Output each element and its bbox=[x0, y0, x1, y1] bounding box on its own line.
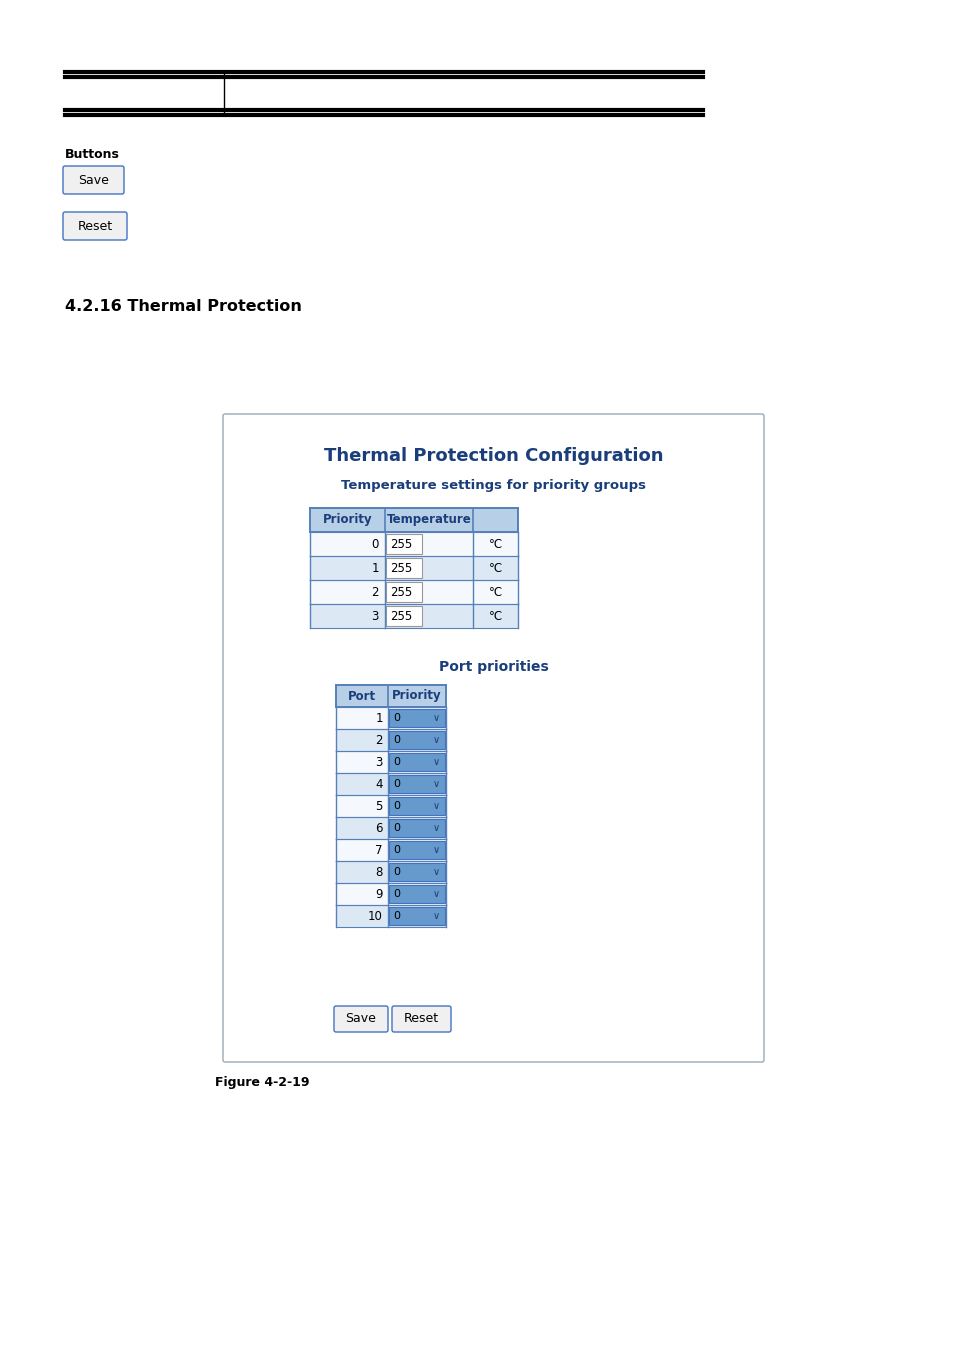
Text: 0: 0 bbox=[393, 824, 400, 833]
Text: °C: °C bbox=[488, 586, 502, 598]
Text: 0: 0 bbox=[393, 801, 400, 811]
Text: 0: 0 bbox=[393, 713, 400, 724]
Text: 2: 2 bbox=[371, 586, 378, 598]
Text: Priority: Priority bbox=[392, 690, 441, 702]
Text: ∨: ∨ bbox=[432, 801, 439, 811]
Text: Temperature settings for priority groups: Temperature settings for priority groups bbox=[340, 479, 645, 491]
FancyBboxPatch shape bbox=[63, 166, 124, 194]
Text: 0: 0 bbox=[393, 845, 400, 855]
FancyBboxPatch shape bbox=[223, 414, 763, 1062]
Text: Reset: Reset bbox=[77, 220, 112, 232]
Text: Thermal Protection Configuration: Thermal Protection Configuration bbox=[323, 447, 662, 464]
FancyBboxPatch shape bbox=[392, 1006, 451, 1031]
Text: 0: 0 bbox=[393, 779, 400, 788]
Text: 7: 7 bbox=[375, 844, 382, 856]
Bar bbox=[389, 863, 444, 882]
Text: 1: 1 bbox=[371, 562, 378, 575]
Text: 1: 1 bbox=[375, 711, 382, 725]
Text: Port: Port bbox=[348, 690, 375, 702]
Text: 9: 9 bbox=[375, 887, 382, 900]
Text: 255: 255 bbox=[390, 537, 412, 551]
Bar bbox=[335, 904, 446, 927]
Bar bbox=[389, 730, 444, 749]
Bar bbox=[310, 556, 517, 580]
Text: 5: 5 bbox=[375, 799, 382, 813]
Text: 6: 6 bbox=[375, 822, 382, 834]
Text: ∨: ∨ bbox=[432, 890, 439, 899]
Bar bbox=[389, 775, 444, 792]
Bar bbox=[310, 603, 517, 628]
FancyBboxPatch shape bbox=[334, 1006, 388, 1031]
Bar bbox=[389, 709, 444, 728]
Bar bbox=[386, 535, 421, 554]
Bar bbox=[310, 508, 517, 532]
Text: ∨: ∨ bbox=[432, 845, 439, 855]
Text: Reset: Reset bbox=[403, 1012, 438, 1026]
Text: 0: 0 bbox=[393, 734, 400, 745]
Bar bbox=[389, 796, 444, 815]
Text: 255: 255 bbox=[390, 586, 412, 598]
Text: 3: 3 bbox=[375, 756, 382, 768]
Text: 2: 2 bbox=[375, 733, 382, 747]
Text: °C: °C bbox=[488, 562, 502, 575]
Text: Buttons: Buttons bbox=[65, 148, 120, 161]
Text: 4.2.16 Thermal Protection: 4.2.16 Thermal Protection bbox=[65, 298, 301, 315]
Bar bbox=[310, 580, 517, 603]
Bar bbox=[335, 838, 446, 861]
Text: °C: °C bbox=[488, 537, 502, 551]
Bar bbox=[389, 841, 444, 859]
Text: °C: °C bbox=[488, 609, 502, 622]
Text: Port priorities: Port priorities bbox=[438, 660, 548, 674]
Text: 0: 0 bbox=[393, 867, 400, 878]
Text: 0: 0 bbox=[393, 911, 400, 921]
Text: Save: Save bbox=[345, 1012, 376, 1026]
Text: Priority: Priority bbox=[322, 513, 372, 526]
Bar bbox=[310, 532, 517, 556]
Text: ∨: ∨ bbox=[432, 779, 439, 788]
Text: 0: 0 bbox=[393, 890, 400, 899]
Bar bbox=[389, 753, 444, 771]
Bar bbox=[389, 819, 444, 837]
Bar bbox=[335, 774, 446, 795]
Bar bbox=[335, 684, 446, 707]
Text: ∨: ∨ bbox=[432, 734, 439, 745]
Bar bbox=[335, 817, 446, 838]
Text: Save: Save bbox=[78, 174, 109, 186]
Text: ∨: ∨ bbox=[432, 713, 439, 724]
Text: 255: 255 bbox=[390, 609, 412, 622]
Bar bbox=[335, 795, 446, 817]
Text: Temperature: Temperature bbox=[386, 513, 471, 526]
Text: ∨: ∨ bbox=[432, 867, 439, 878]
Text: 0: 0 bbox=[372, 537, 378, 551]
Bar bbox=[389, 907, 444, 925]
Bar bbox=[335, 707, 446, 729]
Text: Figure 4-2-19: Figure 4-2-19 bbox=[214, 1076, 309, 1089]
Bar bbox=[335, 883, 446, 905]
Bar bbox=[386, 558, 421, 578]
Text: 10: 10 bbox=[368, 910, 382, 922]
Bar bbox=[386, 606, 421, 626]
Text: 4: 4 bbox=[375, 778, 382, 791]
Bar bbox=[335, 729, 446, 751]
Bar bbox=[389, 886, 444, 903]
Text: ∨: ∨ bbox=[432, 911, 439, 921]
Text: ∨: ∨ bbox=[432, 824, 439, 833]
Bar bbox=[335, 861, 446, 883]
FancyBboxPatch shape bbox=[63, 212, 127, 240]
Bar bbox=[386, 582, 421, 602]
Bar bbox=[335, 751, 446, 774]
Text: 8: 8 bbox=[375, 865, 382, 879]
Text: 255: 255 bbox=[390, 562, 412, 575]
Text: 0: 0 bbox=[393, 757, 400, 767]
Text: 3: 3 bbox=[372, 609, 378, 622]
Text: ∨: ∨ bbox=[432, 757, 439, 767]
